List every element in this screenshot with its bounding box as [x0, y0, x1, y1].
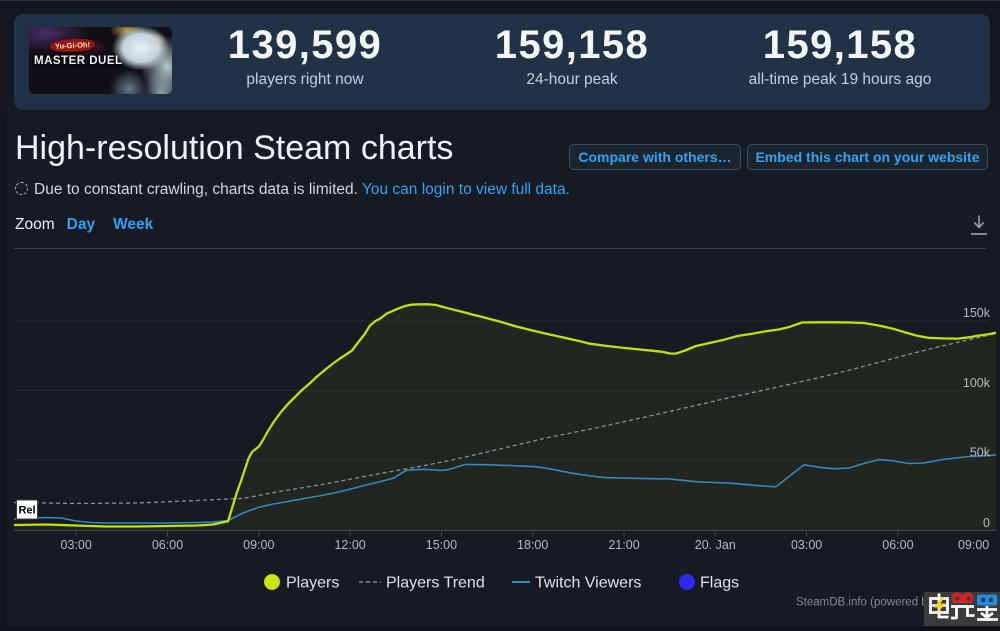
svg-text:21:00: 21:00: [608, 538, 639, 552]
svg-text:Twitch Viewers: Twitch Viewers: [535, 575, 641, 592]
svg-text:SteamDB.info (powered by H: SteamDB.info (powered by H: [796, 597, 945, 609]
svg-text:06:00: 06:00: [882, 538, 913, 552]
svg-text:03:00: 03:00: [791, 538, 822, 552]
svg-text:Players Trend: Players Trend: [386, 575, 485, 592]
svg-text:12:00: 12:00: [334, 538, 365, 552]
svg-text:09:00: 09:00: [243, 538, 274, 552]
svg-text:Flags: Flags: [700, 575, 739, 592]
svg-text:20. Jan: 20. Jan: [695, 538, 736, 552]
svg-text:15:00: 15:00: [426, 538, 457, 552]
svg-text:06:00: 06:00: [152, 538, 183, 552]
svg-text:50k: 50k: [970, 446, 991, 460]
svg-text:Rel: Rel: [18, 505, 35, 517]
svg-text:100k: 100k: [963, 376, 991, 390]
svg-text:Players: Players: [286, 575, 339, 592]
svg-text:03:00: 03:00: [61, 538, 92, 552]
svg-text:150k: 150k: [963, 306, 991, 320]
svg-text:0: 0: [983, 516, 990, 530]
svg-text:09:00: 09:00: [958, 538, 989, 552]
svg-text:18:00: 18:00: [517, 538, 548, 552]
